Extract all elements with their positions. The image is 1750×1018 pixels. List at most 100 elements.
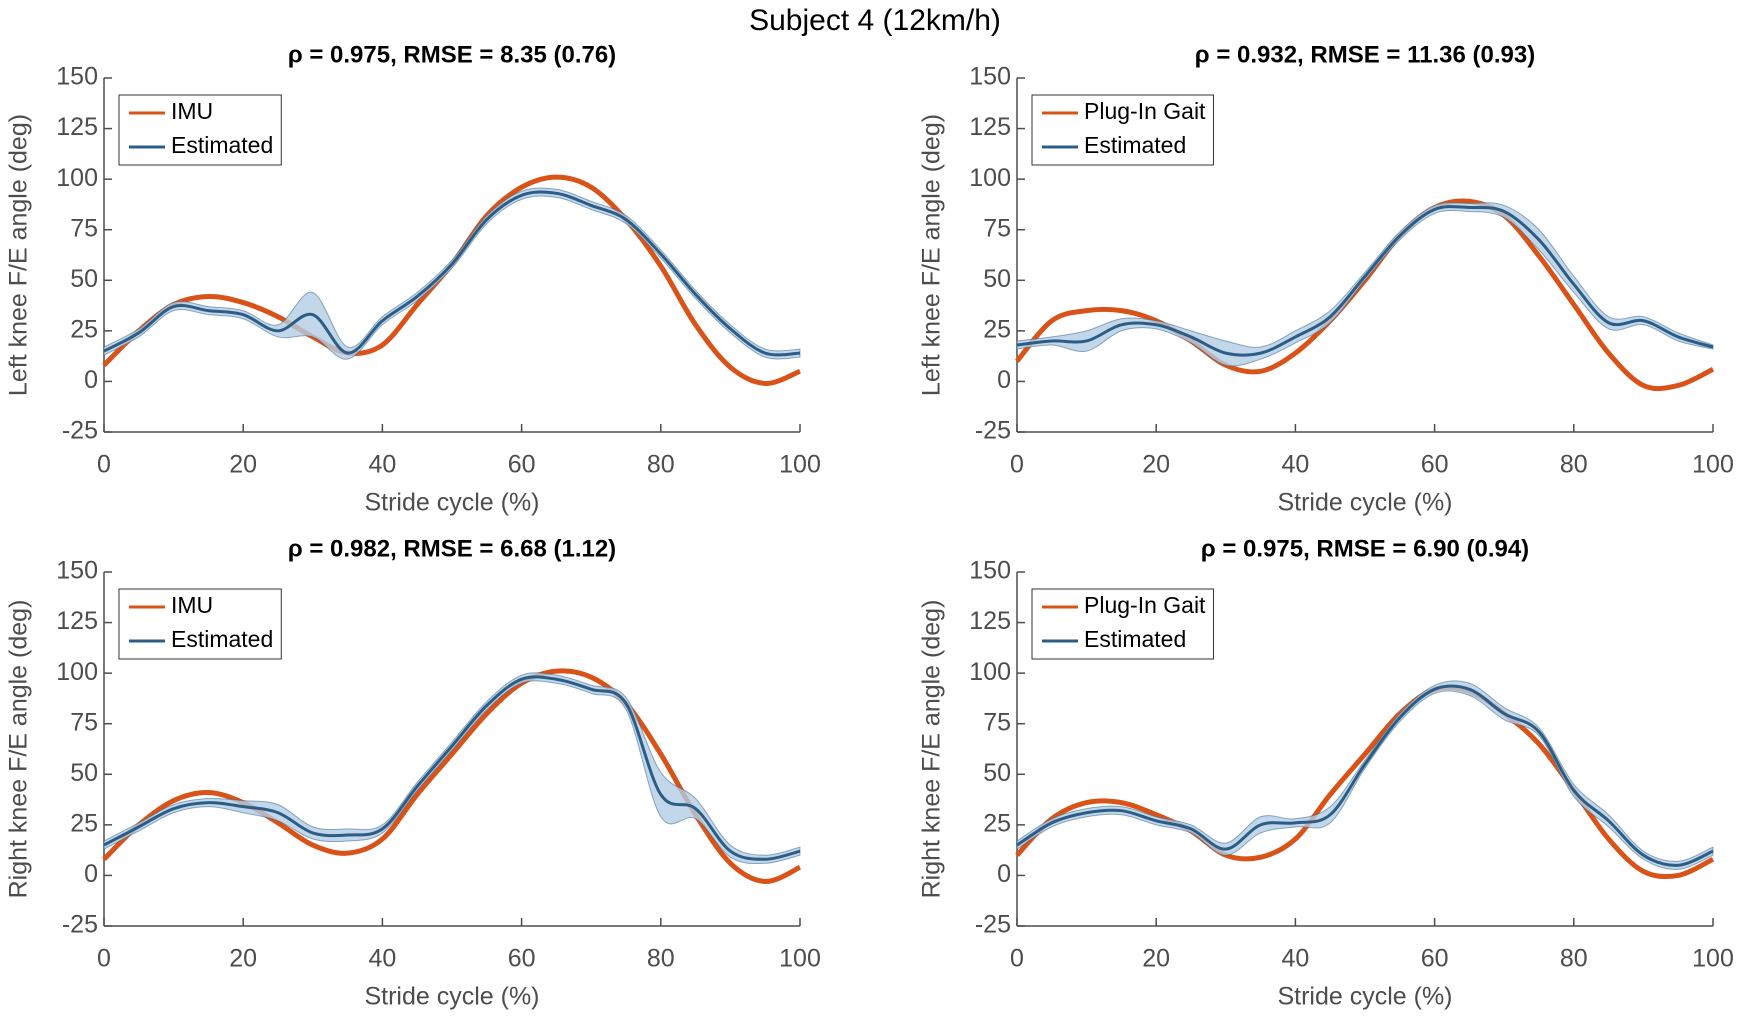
x-tick-label: 80 [647,945,675,973]
x-tick-label: 0 [97,451,111,479]
y-tick-label: 0 [997,860,1011,888]
y-tick-label: 150 [969,63,1011,91]
y-axis-label: Right knee F/E angle (deg) [918,600,946,899]
y-tick-label: 50 [983,759,1011,787]
legend-box [1031,94,1214,166]
x-tick-label: 40 [368,945,396,973]
x-axis-label: Stride cycle (%) [1277,489,1452,517]
subplot: ρ = 0.982, RMSE = 6.68 (1.12) Stride cycl… [5,535,821,1010]
subplot-title: ρ = 0.975, RMSE = 6.90 (0.94) [1201,535,1529,562]
x-tick-label: 80 [647,451,675,479]
y-tick-label: 125 [969,113,1011,141]
y-tick-label: 25 [70,315,98,343]
y-tick-label: -25 [975,417,1011,445]
y-tick-label: -25 [62,417,98,445]
x-tick-label: 20 [229,945,257,973]
subplot-title: ρ = 0.982, RMSE = 6.68 (1.12) [288,535,616,562]
figure-title: Subject 4 (12km/h) [749,4,1001,37]
legend: IMU Estimated [118,588,282,660]
subplot: ρ = 0.975, RMSE = 6.90 (0.94) Stride cycl… [918,535,1734,1010]
y-tick-label: -25 [975,911,1011,939]
y-tick-label: 150 [56,557,98,585]
series-line [102,174,801,386]
y-tick-label: 25 [70,809,98,837]
x-tick-label: 40 [368,451,396,479]
y-tick-label: -25 [62,911,98,939]
x-tick-label: 40 [1281,451,1309,479]
x-tick-label: 60 [508,451,536,479]
x-tick-label: 80 [1560,945,1588,973]
legend: IMU Estimated [118,94,282,166]
x-tick-label: 100 [1692,945,1734,973]
error-band [103,187,801,360]
x-tick-label: 60 [1421,945,1449,973]
legend-label: Estimated [171,626,273,652]
series-line [103,675,801,861]
y-tick-label: 0 [84,366,98,394]
y-tick-label: 75 [70,214,98,242]
error-band [103,672,801,865]
y-tick-label: 100 [56,164,98,192]
y-tick-label: 50 [70,265,98,293]
x-tick-label: 0 [1010,451,1024,479]
series-line [102,668,802,884]
legend-label: Estimated [1084,132,1186,158]
x-tick-label: 60 [1421,451,1449,479]
error-band [1016,202,1714,367]
x-axis-label: Stride cycle (%) [364,983,539,1011]
y-tick-label: 150 [969,557,1011,585]
y-axis-label: Right knee F/E angle (deg) [5,600,33,899]
y-tick-label: 125 [56,607,98,635]
y-tick-label: 25 [983,809,1011,837]
legend-label: Plug-In Gait [1084,592,1206,618]
x-tick-label: 60 [508,945,536,973]
series-line [1015,198,1715,392]
legend-box [118,588,282,660]
y-tick-label: 0 [997,366,1011,394]
x-axis-label: Stride cycle (%) [364,489,539,517]
y-tick-label: 75 [983,214,1011,242]
legend: Plug-In Gait Estimated [1031,588,1214,660]
subplot-title: ρ = 0.975, RMSE = 8.35 (0.76) [288,41,616,68]
subplot: ρ = 0.932, RMSE = 11.36 (0.93) Stride cyc… [918,41,1734,516]
y-tick-label: 100 [969,658,1011,686]
legend-box [1031,588,1214,660]
y-tick-label: 125 [56,113,98,141]
series-line [103,190,801,357]
legend-label: Estimated [171,132,273,158]
legend-label: IMU [171,592,213,618]
legend-label: Estimated [1084,626,1186,652]
y-tick-label: 50 [983,265,1011,293]
legend-label: Plug-In Gait [1084,98,1206,124]
error-band [1016,680,1714,870]
x-axis-label: Stride cycle (%) [1277,983,1452,1011]
y-tick-label: 0 [84,860,98,888]
y-tick-label: 75 [70,708,98,736]
series-line [1016,205,1714,357]
x-tick-label: 100 [779,451,821,479]
legend-box [118,94,282,166]
y-tick-label: 25 [983,315,1011,343]
x-tick-label: 0 [1010,945,1024,973]
y-tick-label: 150 [56,63,98,91]
subplot: ρ = 0.975, RMSE = 8.35 (0.76) Stride cycl… [5,41,821,516]
y-tick-label: 50 [70,759,98,787]
series-line [1015,684,1715,880]
x-tick-label: 100 [779,945,821,973]
x-tick-label: 20 [1142,945,1170,973]
x-tick-label: 100 [1692,451,1734,479]
x-tick-label: 20 [1142,451,1170,479]
y-tick-label: 125 [969,607,1011,635]
y-tick-label: 100 [969,164,1011,192]
legend: Plug-In Gait Estimated [1031,94,1214,166]
y-axis-label: Left knee F/E angle (deg) [918,114,946,396]
x-tick-label: 20 [229,451,257,479]
y-axis-label: Left knee F/E angle (deg) [5,114,33,396]
y-tick-label: 100 [56,658,98,686]
x-tick-label: 0 [97,945,111,973]
y-tick-label: 75 [983,708,1011,736]
legend-label: IMU [171,98,213,124]
x-tick-label: 40 [1281,945,1309,973]
x-tick-label: 80 [1560,451,1588,479]
